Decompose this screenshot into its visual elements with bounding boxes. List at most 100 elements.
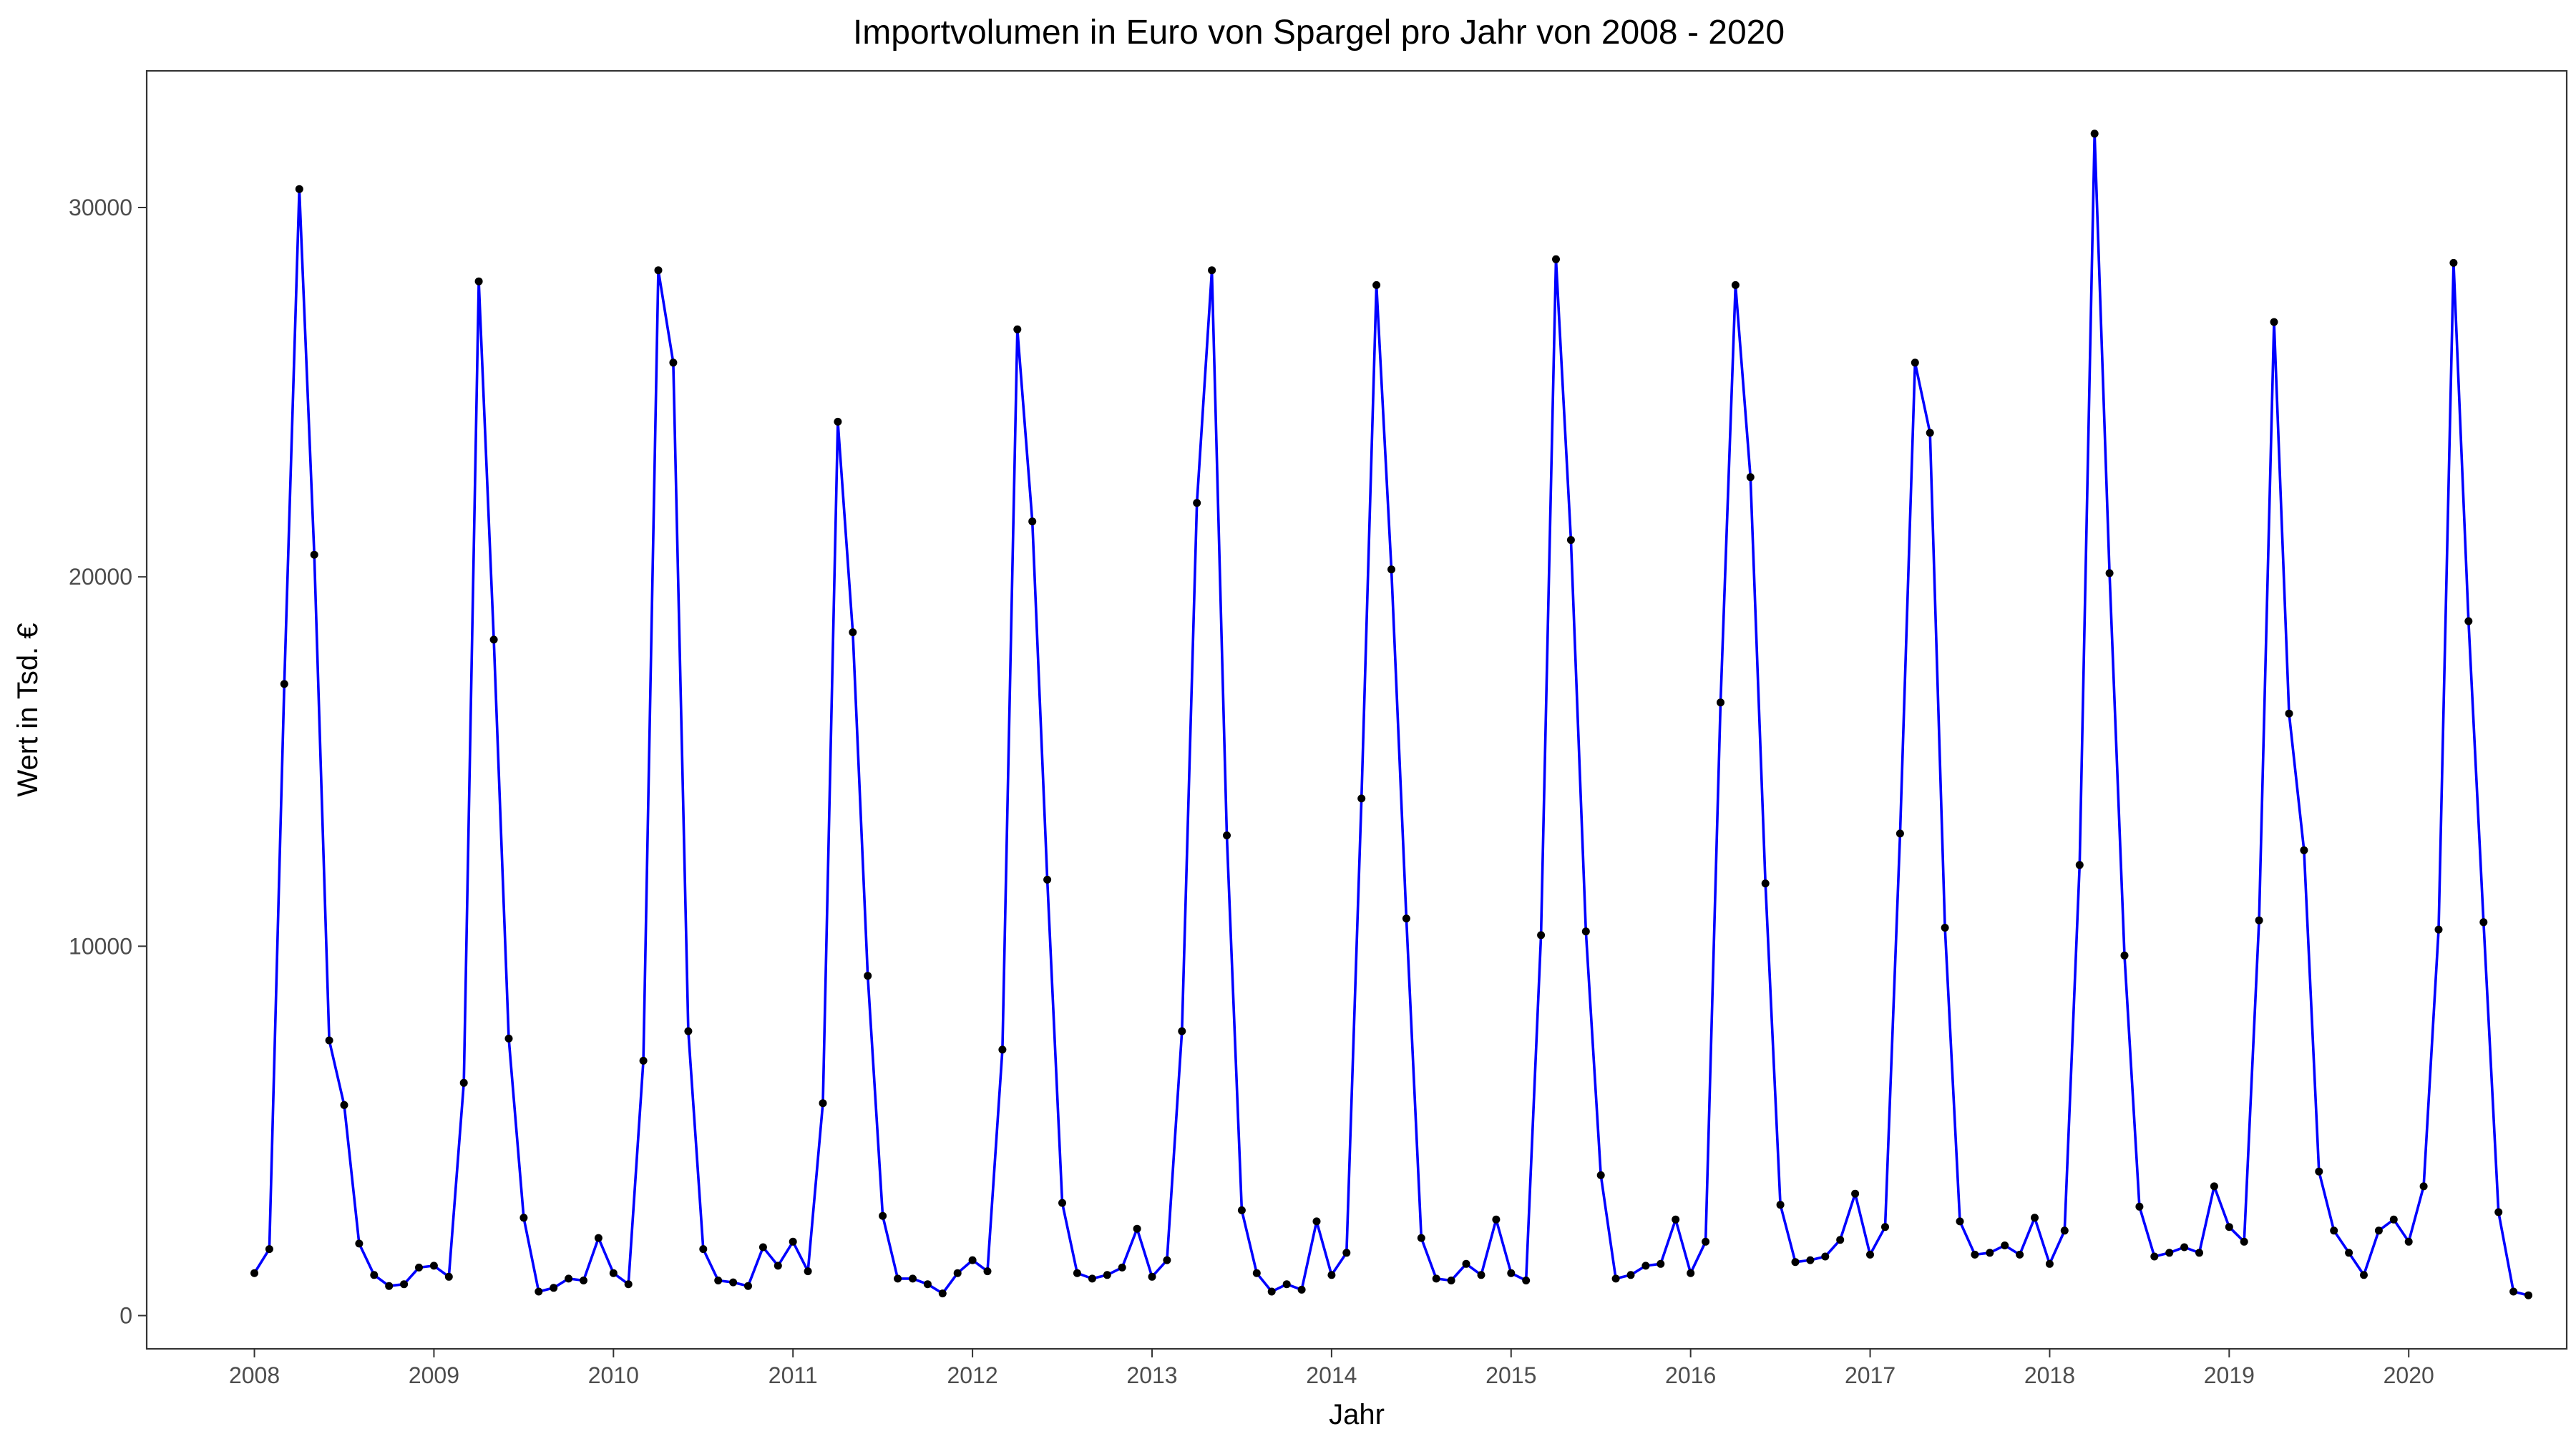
x-tick-label: 2009 bbox=[409, 1362, 459, 1388]
data-point bbox=[1103, 1271, 1111, 1279]
data-point bbox=[2120, 951, 2129, 960]
data-point bbox=[2075, 861, 2084, 869]
data-point bbox=[1956, 1217, 1964, 1226]
data-point bbox=[1133, 1224, 1141, 1233]
data-point bbox=[1926, 429, 1934, 437]
data-point bbox=[744, 1282, 752, 1290]
data-point bbox=[1702, 1237, 1710, 1246]
y-tick-label: 0 bbox=[119, 1303, 132, 1329]
data-point bbox=[2090, 130, 2099, 138]
data-point bbox=[2315, 1167, 2323, 1176]
data-point bbox=[1641, 1262, 1650, 1270]
data-point bbox=[1387, 565, 1395, 574]
data-point bbox=[1417, 1234, 1425, 1242]
data-point bbox=[819, 1099, 827, 1108]
data-point bbox=[1193, 499, 1201, 507]
data-point bbox=[2150, 1252, 2159, 1261]
data-point bbox=[2255, 916, 2263, 924]
data-point bbox=[1552, 255, 1560, 263]
x-tick-label: 2008 bbox=[229, 1362, 280, 1388]
data-point bbox=[2016, 1250, 2024, 1259]
data-point bbox=[1866, 1250, 1874, 1259]
series-points bbox=[250, 130, 2532, 1299]
data-point bbox=[2225, 1223, 2233, 1231]
data-point bbox=[2031, 1214, 2039, 1222]
data-point bbox=[864, 972, 872, 980]
data-point bbox=[2389, 1215, 2398, 1224]
data-point bbox=[1223, 831, 1231, 839]
data-point bbox=[1342, 1249, 1351, 1257]
data-point bbox=[2509, 1287, 2518, 1296]
data-point bbox=[2464, 617, 2473, 625]
data-point bbox=[1432, 1274, 1440, 1283]
panel-border bbox=[145, 69, 2568, 1350]
data-point bbox=[1761, 879, 1770, 888]
data-point bbox=[565, 1274, 573, 1283]
data-point bbox=[1267, 1287, 1276, 1296]
data-point bbox=[849, 628, 857, 637]
data-point bbox=[1687, 1269, 1695, 1277]
data-point bbox=[1073, 1269, 1081, 1277]
data-point bbox=[385, 1282, 394, 1290]
data-point bbox=[1581, 927, 1590, 936]
data-point bbox=[2180, 1243, 2189, 1252]
data-point bbox=[1357, 794, 1366, 803]
data-point bbox=[1896, 829, 1904, 838]
data-point bbox=[1462, 1259, 1470, 1268]
data-point bbox=[1791, 1258, 1800, 1267]
data-point bbox=[789, 1237, 797, 1246]
data-point bbox=[2045, 1259, 2054, 1268]
data-point bbox=[2360, 1271, 2368, 1279]
data-point bbox=[1611, 1274, 1620, 1283]
data-point bbox=[2060, 1226, 2069, 1235]
data-point bbox=[1986, 1249, 1994, 1257]
data-point bbox=[1806, 1256, 1815, 1264]
data-point bbox=[968, 1256, 977, 1264]
data-point bbox=[1537, 931, 1546, 940]
data-point bbox=[1941, 924, 1949, 932]
data-point bbox=[1372, 280, 1381, 289]
data-point bbox=[1058, 1199, 1066, 1207]
data-point bbox=[1327, 1271, 1336, 1279]
data-point bbox=[2374, 1226, 2383, 1235]
x-tick-label: 2019 bbox=[2204, 1362, 2255, 1388]
data-point bbox=[1672, 1215, 1680, 1224]
data-point bbox=[2330, 1226, 2338, 1235]
data-point bbox=[938, 1289, 947, 1298]
data-point bbox=[1731, 280, 1740, 289]
data-point bbox=[310, 550, 318, 559]
y-axis-title: Wert in Tsd. € bbox=[12, 623, 44, 796]
data-point bbox=[1881, 1223, 1889, 1231]
data-point bbox=[2270, 318, 2278, 326]
data-point bbox=[669, 358, 678, 367]
data-point bbox=[1507, 1269, 1516, 1277]
data-point bbox=[1282, 1280, 1291, 1289]
data-point bbox=[1596, 1171, 1605, 1179]
data-point bbox=[983, 1267, 992, 1276]
data-point bbox=[444, 1272, 453, 1281]
data-point bbox=[550, 1284, 558, 1292]
data-point bbox=[519, 1214, 528, 1222]
data-point bbox=[758, 1243, 767, 1252]
data-point bbox=[1626, 1271, 1635, 1279]
chart-title: Importvolumen in Euro von Spargel pro Ja… bbox=[853, 14, 1785, 52]
data-point bbox=[654, 266, 663, 275]
data-point bbox=[1522, 1277, 1531, 1284]
y-tick-label: 10000 bbox=[69, 933, 132, 959]
data-point bbox=[729, 1278, 738, 1287]
data-point bbox=[1028, 517, 1037, 526]
data-point bbox=[1851, 1189, 1860, 1198]
data-point bbox=[415, 1263, 423, 1272]
data-point bbox=[2524, 1291, 2532, 1299]
data-point bbox=[535, 1287, 543, 1296]
x-tick-label: 2012 bbox=[947, 1362, 998, 1388]
data-point bbox=[355, 1239, 364, 1248]
data-point bbox=[2434, 925, 2443, 934]
data-point bbox=[2240, 1237, 2248, 1246]
data-point bbox=[429, 1262, 438, 1270]
series-line bbox=[253, 132, 2529, 1297]
data-point bbox=[1402, 914, 1410, 923]
x-tick-label: 2011 bbox=[769, 1362, 818, 1388]
data-point bbox=[2105, 569, 2114, 577]
